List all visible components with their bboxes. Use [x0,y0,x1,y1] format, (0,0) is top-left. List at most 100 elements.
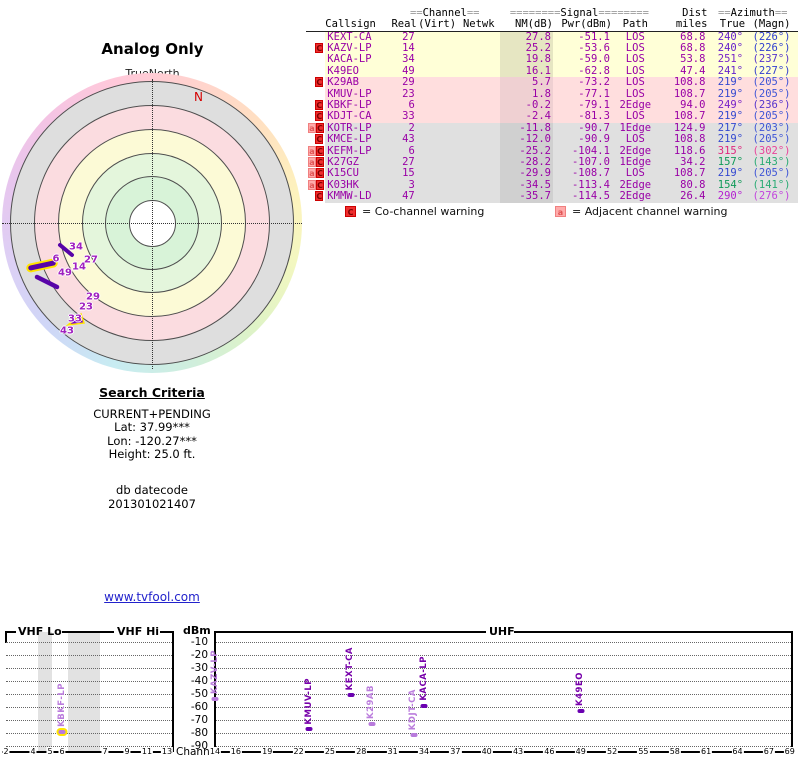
col-virt: (Virt) [416,18,458,32]
table-cell: 47 [389,190,417,203]
table-cell [416,179,458,192]
table-cell: 34 [389,53,417,66]
table-cell: 6 [389,145,417,158]
table-cell [416,54,458,66]
db-datecode-label: db datecode [116,482,188,497]
dbm-tick: -80 [190,726,208,739]
station-callsign-label: KACA-LP [418,656,429,701]
table-cell: 219° [707,76,746,89]
table-cell: 23 [389,88,417,101]
co-channel-warning-icon: C [316,145,324,156]
table-cell: 5.7 [500,76,553,89]
channel-tick: 61 [700,747,713,757]
table-cell [457,179,501,192]
col-true: True [707,19,746,32]
co-channel-warning-icon: C [316,179,324,190]
table-cell: (226°) [745,42,798,55]
table-cell: 27.8 [500,31,553,43]
radar-channel-label: 33 [68,313,82,325]
gridline [6,655,172,656]
search-mode: CURRENT+PENDING [93,406,211,421]
table-cell: 19.8 [500,53,553,66]
table-cell: (276°) [745,190,798,203]
table-cell: -62.8 [552,65,612,78]
table-cell [457,145,501,158]
table-cell: -79.1 [552,99,612,112]
gridline [6,668,172,669]
radar-title: Analog Only [101,40,204,58]
channel-tick: 25 [323,747,337,757]
gridline [6,642,172,643]
uhf-left-border [214,631,216,752]
table-cell: 94.0 [658,99,708,112]
warning-markers: C [306,77,326,89]
warning-markers: C [306,100,326,112]
table-cell: (236°) [745,99,798,112]
table-cell [416,31,458,43]
station-callsign-label: KAZV-LP [209,649,220,694]
station-signal-marker [368,722,376,727]
radar-crosshair-vertical [152,79,153,369]
spectrum-gap-band [38,632,52,751]
table-cell [457,88,501,101]
table-row: C K29AB 29 5.7 -73.2 LOS 108.8 219° (205°) [306,76,798,89]
table-cell: -81.3 [552,111,612,123]
table-cell: KAZV-LP [325,42,390,55]
dbm-tick: -70 [190,713,208,726]
channel-tick: 28 [355,747,368,757]
signal-table: ==Channel== ========Signal======== Dist … [306,7,798,203]
table-cell [416,157,458,169]
channel-tick: 13 [160,747,174,757]
table-cell: 26.4 [658,190,708,203]
table-row: C KMMW-LD 47 -35.7 -114.5 2Edge 26.4 290° (276°) [306,190,798,203]
dist-group-header: Dist [682,7,708,19]
channel-tick: 46 [543,747,556,757]
table-cell: 108.8 [658,76,708,89]
table-cell: 27 [389,31,417,43]
dbm-tick: -20 [190,648,208,661]
radar-channel-label: 34 [69,241,83,253]
vhf-right-border [172,631,174,752]
table-cell: -73.2 [552,76,612,89]
table-cell: 68.8 [658,42,708,55]
table-row: C KDJT-CA 33 -2.4 -81.3 LOS 108.7 219° (205°) [306,111,798,123]
channel-tick: 14 [208,747,222,757]
table-cell: -35.7 [500,190,553,203]
station-signal-marker [410,732,418,737]
table-cell: (205°) [745,88,798,101]
uhf-right-border [791,631,793,752]
table-cell: KMUV-LP [325,88,390,101]
table-cell: 3 [389,179,417,192]
vhf-hi-label: VHF Hi [117,625,160,638]
station-signal-marker [577,708,585,713]
gridline [216,642,791,643]
table-cell: 80.8 [658,179,708,192]
co-channel-warning-icon: C [316,168,324,179]
db-datecode: db datecode 201301021407 [27,482,277,511]
table-cell: -0.2 [500,99,553,112]
channel-tick: 52 [606,747,619,757]
table-cell: -28.2 [500,156,553,169]
table-cell: -12.0 [500,133,553,146]
tvfool-link[interactable]: www.tvfool.com [104,590,200,604]
table-cell: -90.7 [552,122,612,135]
station-signal-marker [347,693,355,698]
radar-plot: N 34 6 27 14 49 29 23 33 43 [2,73,302,373]
station-line-marker [34,274,60,290]
table-cell: KMMW-LD [325,190,390,203]
footer-link-wrap: www.tvfool.com [27,586,277,605]
table-cell: 6 [389,99,417,112]
channel-tick: 6 [58,747,66,757]
table-cell: 2 [389,122,417,135]
co-channel-warning-icon: C [315,100,324,111]
radar-channel-label: 14 [72,261,86,273]
dbm-tick: -60 [190,700,208,713]
dbm-tick: -30 [190,661,208,674]
adjacent-channel-legend: a = Adjacent channel warning [555,205,728,218]
channel-tick: 40 [480,747,493,757]
spectrum-gap-band [68,632,100,751]
table-cell [457,54,501,66]
